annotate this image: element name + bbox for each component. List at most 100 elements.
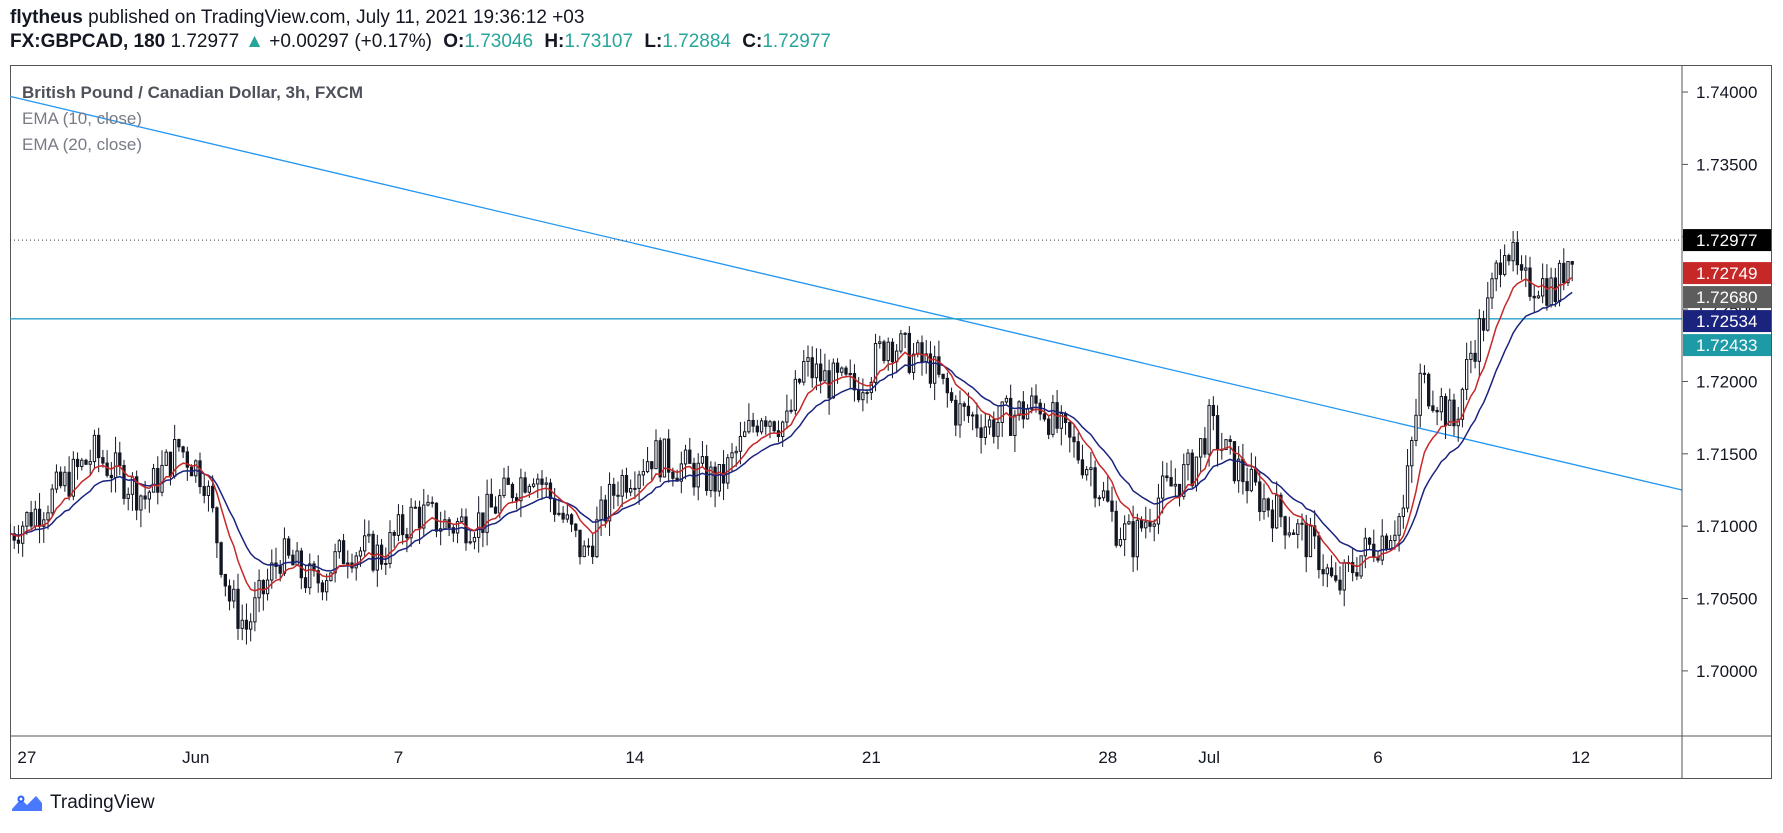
candle-body	[101, 457, 105, 464]
price-change: +0.00297 (+0.17%)	[269, 31, 432, 52]
candle-body	[46, 512, 50, 521]
candle-body	[1334, 575, 1338, 581]
candle-body	[852, 373, 857, 391]
candle-body	[1114, 510, 1118, 546]
candle-body	[966, 405, 971, 417]
candle-body	[1498, 262, 1503, 275]
candle-body	[751, 419, 755, 427]
candles-group	[10, 231, 1574, 645]
candle-body	[363, 535, 367, 552]
candle-body	[1173, 483, 1177, 487]
candle-body	[346, 562, 350, 565]
candle-body	[848, 373, 852, 376]
x-tick-label: 12	[1571, 748, 1590, 767]
candle-body	[16, 539, 21, 544]
tradingview-brand[interactable]: TradingView	[50, 792, 155, 813]
candle-body	[1211, 404, 1215, 417]
candle-body	[557, 512, 561, 515]
candle-body	[413, 506, 417, 509]
candle-body	[1089, 467, 1093, 471]
candle-body	[717, 464, 721, 492]
candle-body	[616, 494, 620, 497]
candle-body	[1317, 535, 1321, 571]
candle-body	[42, 519, 46, 527]
candle-body	[1127, 521, 1131, 525]
candle-body	[1304, 522, 1308, 558]
candle-body	[1139, 519, 1144, 529]
candle-body	[544, 482, 548, 485]
x-tick-label: 28	[1098, 748, 1117, 767]
candle-body	[489, 493, 493, 508]
candle-body	[388, 532, 392, 564]
candle-body	[1481, 318, 1486, 331]
candle-body	[595, 519, 599, 558]
candle-body	[1258, 481, 1262, 513]
candle-body	[219, 542, 223, 575]
candle-body	[54, 471, 59, 490]
candle-body	[1283, 516, 1287, 536]
candle-body	[578, 529, 582, 558]
legend-ema20[interactable]: EMA (20, close)	[22, 135, 142, 154]
candle-body	[1177, 483, 1182, 497]
candle-body	[223, 573, 227, 587]
candle-body	[122, 465, 126, 499]
candle-body	[975, 414, 979, 429]
candle-body	[1494, 262, 1498, 280]
candle-body	[177, 439, 181, 448]
candle-body	[1072, 436, 1076, 443]
candle-body	[1123, 523, 1127, 541]
price-label-text: 1.72680	[1696, 288, 1757, 307]
candle-body	[232, 588, 236, 602]
candle-body	[907, 332, 911, 373]
x-tick-label: Jun	[182, 748, 209, 767]
candle-body	[1300, 522, 1304, 525]
candle-body	[113, 452, 118, 479]
candle-body	[37, 508, 42, 527]
candle-body	[384, 562, 388, 565]
candle-body	[426, 501, 430, 506]
candle-body	[392, 532, 396, 536]
candle-body	[645, 461, 650, 473]
candle-body	[1144, 521, 1148, 529]
candle-body	[1367, 537, 1372, 545]
candle-body	[1034, 395, 1038, 404]
candle-body	[1329, 567, 1334, 577]
candle-body	[1068, 422, 1072, 438]
candle-body	[63, 471, 67, 487]
candle-body	[417, 506, 422, 529]
candle-body	[422, 504, 426, 529]
candle-body	[569, 514, 574, 525]
candle-body	[1135, 519, 1139, 558]
candle-body	[519, 477, 523, 502]
candle-body	[899, 333, 903, 352]
candle-body	[59, 471, 63, 487]
candle-body	[1566, 261, 1570, 284]
candle-body	[797, 378, 802, 383]
candle-body	[325, 580, 329, 593]
candle-body	[358, 550, 363, 557]
tradingview-logo-icon[interactable]	[10, 793, 44, 813]
trendline	[10, 95, 1682, 491]
candle-body	[1199, 438, 1203, 458]
candle-body	[1004, 397, 1009, 403]
legend-ema10[interactable]: EMA (10, close)	[22, 109, 142, 128]
candle-body	[992, 419, 996, 437]
candle-body	[295, 550, 299, 566]
candle-body	[308, 563, 312, 589]
candle-body	[667, 438, 671, 473]
candle-body	[1093, 467, 1097, 499]
y-tick-label: 1.71500	[1696, 445, 1757, 464]
open-value: 1.73046	[464, 31, 534, 52]
candle-body	[1186, 452, 1190, 466]
candle-body	[633, 487, 637, 490]
candle-body	[523, 477, 527, 493]
candle-body	[933, 356, 937, 384]
candle-body	[810, 357, 814, 379]
candle-body	[1469, 352, 1473, 360]
candle-body	[865, 392, 869, 395]
candle-body	[1203, 438, 1207, 455]
candle-body	[515, 497, 519, 502]
candle-body	[244, 619, 249, 630]
author-name[interactable]: flytheus	[10, 7, 83, 28]
